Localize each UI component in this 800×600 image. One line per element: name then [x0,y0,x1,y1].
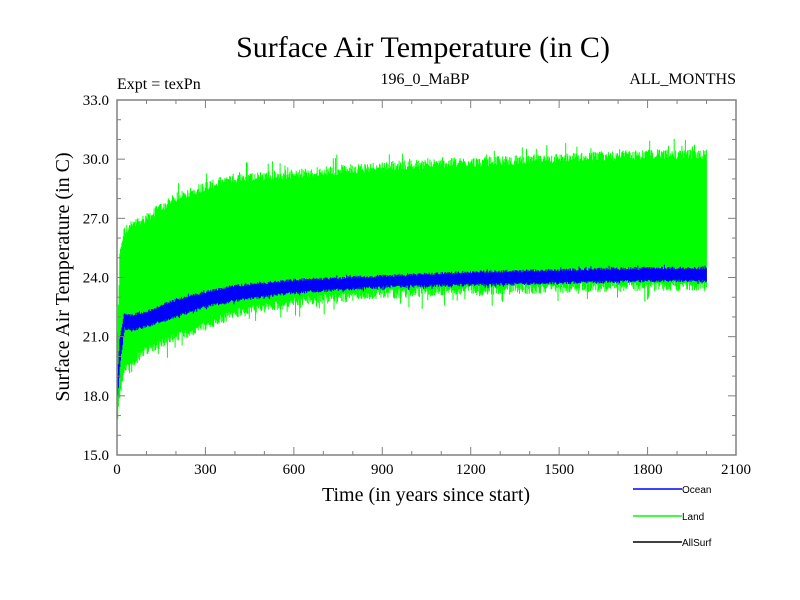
x-tick-label: 1800 [633,462,663,478]
y-tick-label: 18.0 [83,389,109,405]
y-axis-label: Surface Air Temperature (in C) [52,152,74,401]
x-tick-label: 1500 [544,462,574,478]
legend: Ocean Land AllSurf [633,485,712,549]
y-tick-label: 21.0 [83,330,109,346]
chart-title: Surface Air Temperature (in C) [236,31,610,64]
legend-item-ocean: Ocean [633,485,711,496]
x-tick-label: 2100 [721,462,751,478]
legend-label-land: Land [682,512,704,523]
y-tick-label: 30.0 [83,152,109,168]
legend-item-allsurf: AllSurf [633,538,712,549]
y-tick-label: 24.0 [83,271,109,287]
subtitle-period: 196_0_MaBP [381,71,470,88]
subtitle-experiment: Expt = texPn [117,76,201,93]
series-layer [116,138,707,428]
x-tick-label: 0 [113,462,121,478]
subtitle-months: ALL_MONTHS [629,71,736,88]
legend-label-ocean: Ocean [682,485,711,496]
legend-label-allsurf: AllSurf [682,538,712,549]
x-axis-label: Time (in years since start) [322,484,530,506]
x-tick-label: 900 [371,462,394,478]
y-tick-label: 27.0 [83,211,109,227]
x-tick-label: 600 [283,462,306,478]
ticks-layer: 0 300 600 900 1200 1500 1800 2100 15.0 18.0 21.0 24… [83,93,751,478]
y-tick-label: 33.0 [83,93,109,109]
x-tick-label: 1200 [456,462,486,478]
x-tick-label: 300 [194,462,217,478]
y-tick-label: 15.0 [83,448,109,464]
legend-item-land: Land [633,512,704,523]
